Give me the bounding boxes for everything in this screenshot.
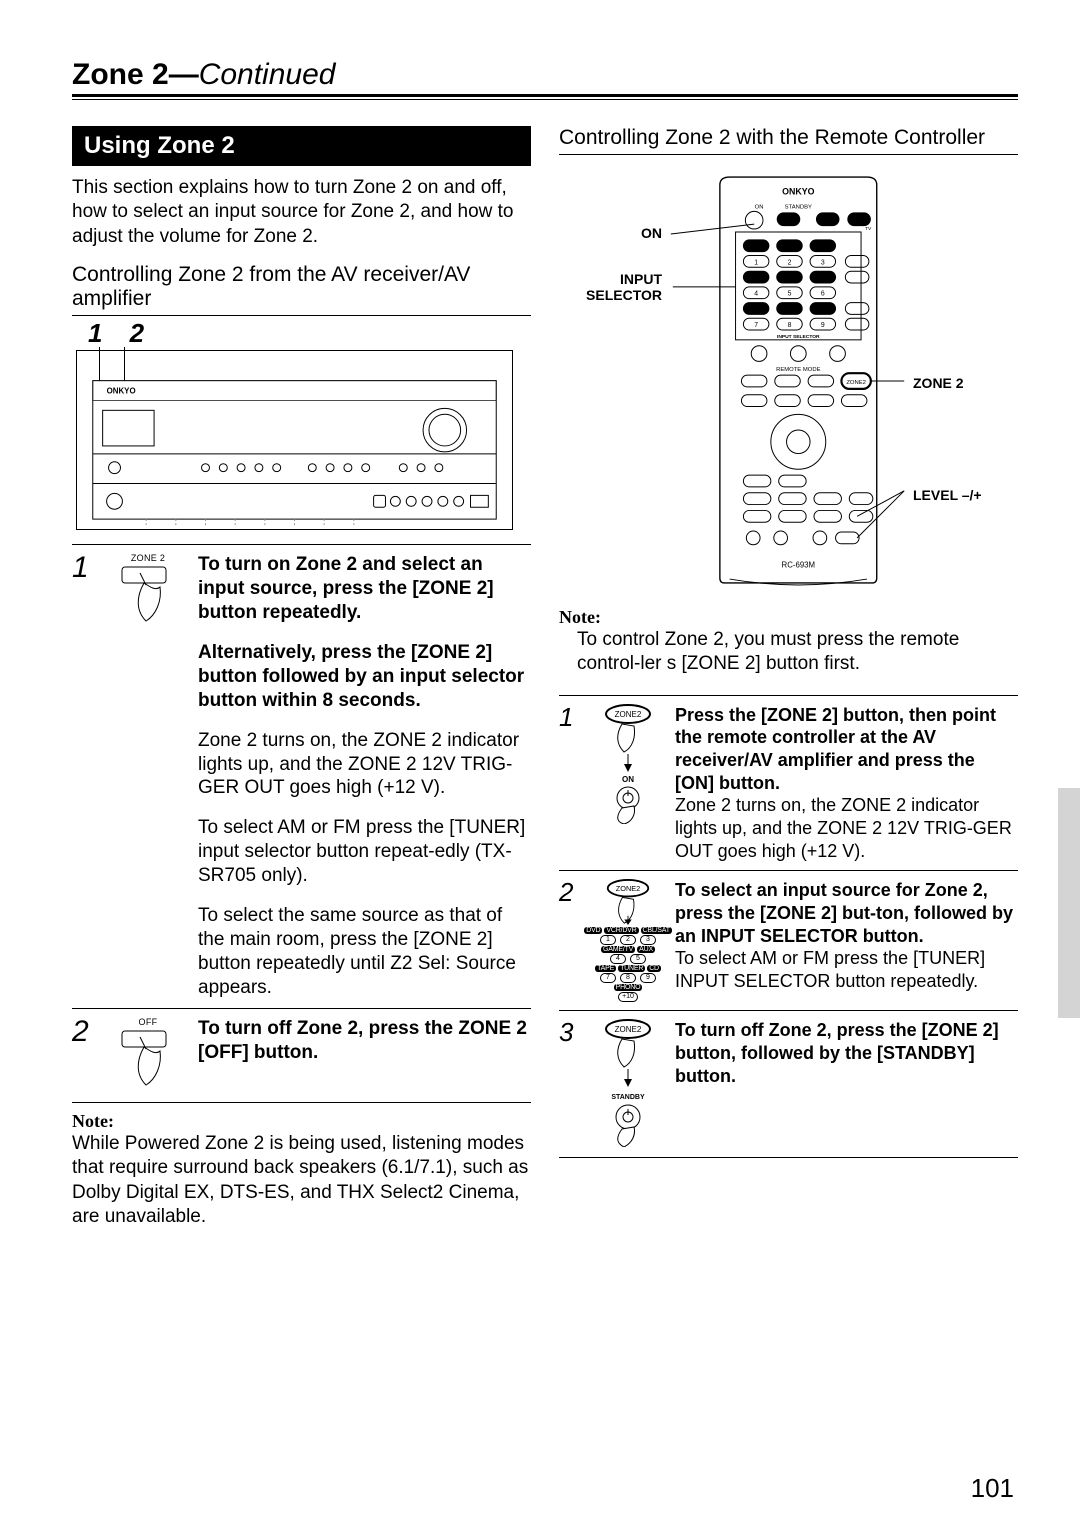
rule [72,1008,531,1009]
step-text: Zone 2 turns on, the ZONE 2 indicator li… [198,729,531,801]
svg-text:ZONE2: ZONE2 [616,884,641,893]
subhead-av: Controlling Zone 2 from the AV receiver/… [72,263,531,311]
svg-text:6: 6 [821,291,825,298]
right-note: To control Zone 2, you must press the re… [559,628,1018,677]
left-note: While Powered Zone 2 is being used, list… [72,1132,531,1229]
svg-text:TV: TV [865,226,872,232]
step-text: Zone 2 turns on, the ZONE 2 indicator li… [675,794,1018,862]
step-text: To select AM or FM press the [TUNER] inp… [198,816,531,888]
step-number: 1 [559,704,581,730]
svg-text:ON: ON [755,204,764,210]
rule [559,695,1018,696]
step-body: To select an input source for Zone 2, pr… [675,879,1018,992]
step-body: To turn off Zone 2, press the [ZONE 2] b… [675,1019,1018,1087]
rc-step-2: 2 ZONE2 DVDVCR/DVRCBL/SAT 123 GAME/TVAUX… [559,879,1018,1002]
svg-text:4: 4 [754,291,758,298]
step-text: To select AM or FM press the [TUNER] INP… [675,947,1018,992]
rule [72,1102,531,1103]
rule [559,1157,1018,1158]
svg-text:STANDBY: STANDBY [611,1094,645,1101]
title-cont: Continued [199,58,336,91]
subhead-remote: Controlling Zone 2 with the Remote Contr… [559,126,1018,150]
step-body: To turn on Zone 2 and select an input so… [198,553,531,1000]
rc-icon-zone2-standby: ZONE2 STANDBY [591,1019,665,1149]
rule [559,1010,1018,1011]
page-number: 101 [971,1473,1014,1504]
note-label: Note: [72,1111,531,1132]
zone2-button-icon: ZONE 2 [112,553,184,630]
remote-figure: ON INPUT SELECTOR ZONE 2 LEVEL –/+ ONKYO… [563,167,1014,597]
right-column: Controlling Zone 2 with the Remote Contr… [559,126,1018,1229]
svg-text:ZONE2: ZONE2 [615,1025,642,1034]
step-bold: To turn off Zone 2, press the ZONE 2 [OF… [198,1017,531,1065]
svg-text:REMOTE MODE: REMOTE MODE [776,367,820,373]
rule [559,154,1018,155]
svg-text:ONKYO: ONKYO [107,386,136,395]
step-bold: To turn off Zone 2, press the [ZONE 2] b… [675,1019,1018,1087]
left-step-2: 2 OFF To turn off Zone 2, press the ZONE… [72,1017,531,1094]
rc-icon-zone2-on: ZONE2 ON [591,704,665,826]
svg-text:ON: ON [622,775,634,784]
step-text: To select the same source as that of the… [198,904,531,1000]
svg-text:8: 8 [788,322,792,329]
rule [72,315,531,316]
svg-text:2: 2 [788,259,792,266]
svg-text:RC-693M: RC-693M [782,560,816,569]
note-label: Note: [559,607,1018,628]
rule [72,544,531,545]
step-number: 3 [559,1019,581,1045]
step-body: Press the [ZONE 2] button, then point th… [675,704,1018,863]
heading-using-zone2: Using Zone 2 [72,126,531,166]
rule [559,870,1018,871]
page-title: Zone 2—Continued [72,58,1018,92]
step-number: 2 [559,879,581,905]
rc-step-1: 1 ZONE2 ON Press the [ZONE 2] button, th… [559,704,1018,863]
step-bold: To select an input source for Zone 2, pr… [675,879,1018,947]
step-bold: Alternatively, press the [ZONE 2] button… [198,641,531,713]
svg-text:5: 5 [788,291,792,298]
left-intro: This section explains how to turn Zone 2… [72,176,531,249]
step-body: To turn off Zone 2, press the ZONE 2 [OF… [198,1017,531,1065]
title-main: Zone 2 [72,58,169,91]
svg-text:ZONE2: ZONE2 [615,710,642,719]
title-sep: — [169,58,199,91]
rc-icon-zone2-selector: ZONE2 DVDVCR/DVRCBL/SAT 123 GAME/TVAUX 4… [591,879,665,1002]
left-step-1: 1 ZONE 2 To turn on Zone 2 and select an… [72,553,531,1000]
step-bold: To turn on Zone 2 and select an input so… [198,553,531,625]
svg-text:ONKYO: ONKYO [782,187,814,197]
svg-text:3: 3 [821,259,825,266]
av-receiver-figure: ONKYO [76,350,513,530]
off-button-icon: OFF [112,1017,184,1094]
title-rule [72,94,1018,100]
svg-text:7: 7 [754,322,758,329]
svg-text:1: 1 [754,259,758,266]
svg-text:INPUT SELECTOR: INPUT SELECTOR [777,334,820,340]
side-tab [1058,788,1080,1018]
rc-step-3: 3 ZONE2 STANDBY To turn off Zone 2, pres… [559,1019,1018,1149]
left-column: Using Zone 2 This section explains how t… [72,126,531,1229]
svg-text:STANDBY: STANDBY [785,204,812,210]
step-number: 2 [72,1017,98,1047]
step-bold: Press the [ZONE 2] button, then point th… [675,704,1018,795]
svg-text:ZONE2: ZONE2 [846,380,866,386]
svg-text:9: 9 [821,322,825,329]
step-number: 1 [72,553,98,583]
fig-callout: 1 2 [88,318,154,349]
